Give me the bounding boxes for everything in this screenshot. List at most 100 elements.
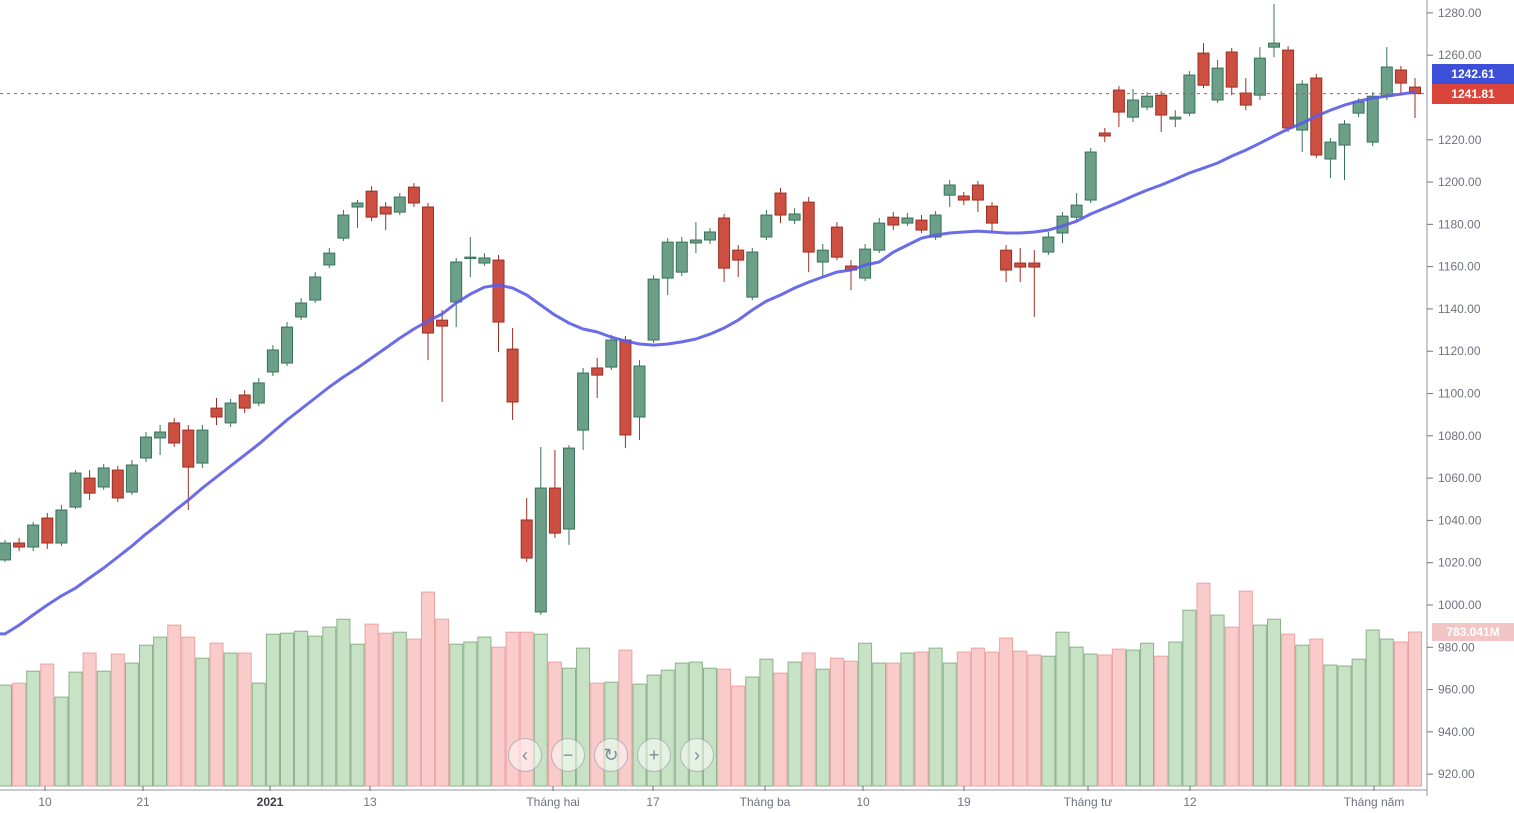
volume-bar bbox=[392, 631, 407, 787]
volume-bar bbox=[1182, 609, 1197, 787]
chart-nav-toolbar: ‹ − ↻ + › bbox=[508, 738, 714, 772]
zoom-in-button[interactable]: + bbox=[637, 738, 671, 772]
volume-bar bbox=[956, 651, 971, 787]
pan-right-button[interactable]: › bbox=[680, 738, 714, 772]
volume-bar bbox=[970, 647, 985, 787]
candle-body bbox=[788, 213, 801, 221]
candle-body bbox=[478, 257, 491, 264]
price-axis-label: 1080.00 bbox=[1438, 429, 1482, 443]
minus-icon: − bbox=[562, 744, 574, 765]
candle-body bbox=[1394, 69, 1407, 84]
pan-left-button[interactable]: ‹ bbox=[508, 738, 542, 772]
candle-body bbox=[1380, 66, 1393, 97]
candle-body bbox=[1098, 132, 1111, 137]
volume-bar bbox=[999, 637, 1014, 787]
candle-body bbox=[393, 196, 406, 213]
volume-bar bbox=[1337, 665, 1352, 787]
volume-bar bbox=[124, 662, 139, 787]
candle-body bbox=[182, 429, 195, 468]
volume-bar bbox=[759, 658, 774, 787]
volume-bar bbox=[153, 636, 168, 787]
candle-body bbox=[224, 402, 237, 424]
volume-bar bbox=[491, 646, 506, 787]
candle-body bbox=[1042, 236, 1055, 253]
candle-body bbox=[1112, 89, 1125, 113]
volume-bar bbox=[265, 633, 280, 787]
volume-bar bbox=[223, 652, 238, 787]
time-axis-label: 2021 bbox=[257, 795, 284, 809]
candle-body bbox=[210, 407, 223, 418]
volume-bar bbox=[280, 632, 294, 787]
volume-bar bbox=[1013, 650, 1028, 787]
candle-body bbox=[732, 249, 745, 261]
candle-body bbox=[450, 261, 463, 303]
candle-body bbox=[1211, 67, 1224, 101]
volume-value-label: 783.041M bbox=[1432, 623, 1514, 641]
volume-bar bbox=[928, 647, 943, 787]
volume-bar bbox=[1097, 654, 1112, 787]
candle-body bbox=[97, 467, 110, 488]
candle-body bbox=[619, 339, 632, 436]
price-axis-label: 1000.00 bbox=[1438, 598, 1482, 612]
volume-bar bbox=[1055, 631, 1070, 787]
volume-bar bbox=[110, 653, 125, 787]
time-axis-label: 17 bbox=[646, 795, 660, 809]
volume-bar bbox=[1393, 641, 1408, 787]
candle-body bbox=[1197, 52, 1210, 86]
candle-body bbox=[379, 206, 392, 215]
candle-body bbox=[1296, 83, 1309, 131]
candle-body bbox=[661, 241, 674, 279]
volume-bar bbox=[96, 670, 111, 787]
time-axis-label: 21 bbox=[136, 795, 150, 809]
volume-bar bbox=[829, 657, 844, 787]
reset-view-button[interactable]: ↻ bbox=[594, 738, 628, 772]
plus-icon: + bbox=[648, 744, 660, 765]
time-axis-label: Tháng năm bbox=[1344, 795, 1405, 809]
price-axis-label: 920.00 bbox=[1438, 767, 1475, 781]
candle-body bbox=[1282, 49, 1295, 129]
candle-body bbox=[281, 326, 293, 364]
volume-bar bbox=[1210, 614, 1225, 787]
volume-bar bbox=[463, 641, 478, 787]
candle-body bbox=[309, 276, 322, 301]
volume-bar bbox=[40, 663, 55, 787]
volume-bar bbox=[1126, 649, 1140, 787]
candle-body bbox=[266, 349, 279, 373]
volume-bar bbox=[844, 660, 858, 787]
candle-body bbox=[1014, 262, 1027, 268]
candle-body bbox=[633, 365, 646, 418]
volume-bar bbox=[82, 652, 97, 787]
volume-bar bbox=[858, 642, 873, 787]
volume-bar bbox=[1365, 629, 1380, 787]
volume-bar bbox=[1267, 618, 1281, 787]
zoom-out-button[interactable]: − bbox=[551, 738, 585, 772]
candle-body bbox=[760, 214, 773, 238]
candle-body bbox=[704, 231, 716, 241]
volume-bar bbox=[181, 636, 196, 787]
candle-body bbox=[1225, 51, 1238, 88]
candle-body bbox=[520, 519, 533, 559]
candle-body bbox=[943, 184, 956, 196]
ma-line bbox=[0, 90, 1417, 636]
candle-body bbox=[534, 487, 547, 613]
candle-body bbox=[1352, 101, 1365, 114]
volume-bar bbox=[421, 591, 435, 787]
price-axis-label: 1060.00 bbox=[1438, 471, 1482, 485]
time-axis-label: 12 bbox=[1183, 795, 1197, 809]
price-axis-label: 1280.00 bbox=[1438, 6, 1482, 20]
volume-bar bbox=[1351, 658, 1366, 787]
volume-bar bbox=[308, 635, 323, 787]
volume-bar bbox=[1111, 648, 1126, 787]
candle-body bbox=[647, 278, 660, 341]
volume-bar bbox=[237, 652, 252, 787]
volume-bar bbox=[900, 652, 915, 787]
volume-bar bbox=[1168, 641, 1183, 787]
volume-bar bbox=[68, 671, 83, 787]
candle-body bbox=[27, 524, 40, 548]
candle-body bbox=[1366, 95, 1379, 143]
candle-body bbox=[69, 472, 82, 508]
time-axis-label: 19 bbox=[957, 795, 971, 809]
candle-body bbox=[577, 372, 590, 431]
